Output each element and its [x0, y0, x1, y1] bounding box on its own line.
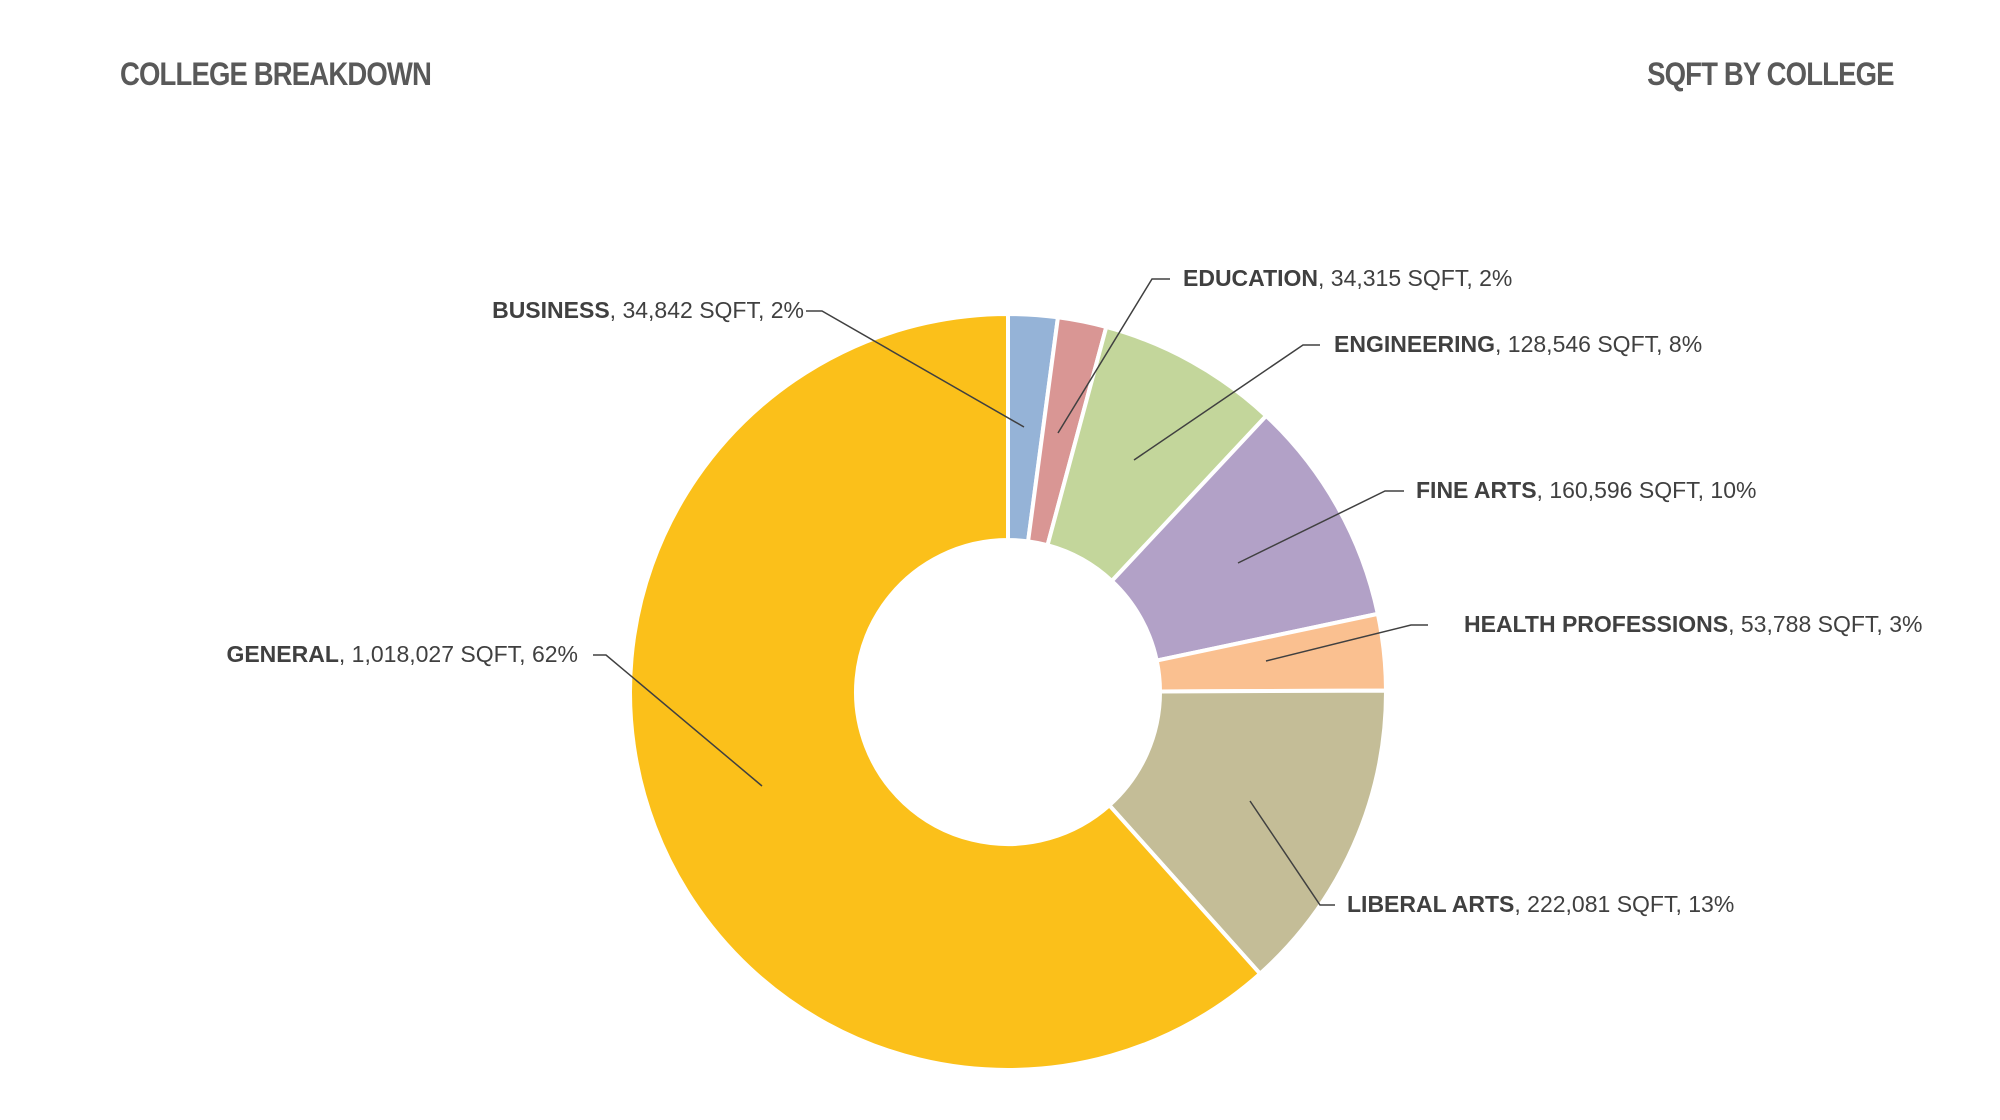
data-label-category: LIBERAL ARTS [1347, 891, 1514, 917]
data-label-category: EDUCATION [1183, 265, 1318, 291]
data-labels: BUSINESS, 34,842 SQFT, 2% EDUCATION, 34,3… [226, 265, 1922, 917]
leader-line-education [1057, 278, 1170, 434]
data-label-education: EDUCATION, 34,315 SQFT, 2% [1183, 265, 1512, 291]
data-label-liberal-arts: LIBERAL ARTS, 222,081 SQFT, 13% [1347, 891, 1734, 917]
leader-lines [593, 278, 1428, 906]
data-label-value: , 34,315 SQFT, 2% [1318, 265, 1512, 291]
data-label-engineering: ENGINEERING, 128,546 SQFT, 8% [1334, 331, 1702, 357]
data-label-category: HEALTH PROFESSIONS [1464, 611, 1728, 637]
data-label-value: , 160,596 SQFT, 10% [1537, 477, 1757, 503]
slice-fine-arts [1109, 413, 1380, 663]
data-label-business: BUSINESS, 34,842 SQFT, 2% [492, 297, 804, 323]
slice-liberal-arts [1107, 688, 1389, 976]
data-label-general: GENERAL, 1,018,027 SQFT, 62% [226, 641, 578, 667]
data-label-fine-arts: FINE ARTS, 160,596 SQFT, 10% [1416, 477, 1756, 503]
data-label-health-professions: HEALTH PROFESSIONS, 53,788 SQFT, 3% [1464, 611, 1922, 637]
data-label-category: ENGINEERING [1334, 331, 1495, 357]
data-label-value: , 1,018,027 SQFT, 62% [339, 641, 578, 667]
data-label-category: BUSINESS [492, 297, 610, 323]
data-label-category: GENERAL [226, 641, 338, 667]
leader-line-business [806, 310, 1025, 428]
leader-line-fine-arts [1237, 490, 1404, 564]
leader-line-health-professions [1265, 624, 1428, 662]
leader-line-liberal-arts [1249, 800, 1335, 906]
chart-title: SQFT BY COLLEGE [1647, 56, 1894, 92]
donut-slices [628, 312, 1389, 1072]
leader-line-engineering [1133, 344, 1320, 461]
data-label-value: , 128,546 SQFT, 8% [1495, 331, 1702, 357]
page-title: COLLEGE BREAKDOWN [120, 56, 432, 92]
data-label-value: , 34,842 SQFT, 2% [610, 297, 804, 323]
slice-general [628, 312, 1263, 1072]
data-label-value: , 222,081 SQFT, 13% [1514, 891, 1734, 917]
leader-line-general [593, 654, 763, 787]
data-label-value: , 53,788 SQFT, 3% [1728, 611, 1922, 637]
data-label-category: FINE ARTS [1416, 477, 1537, 503]
